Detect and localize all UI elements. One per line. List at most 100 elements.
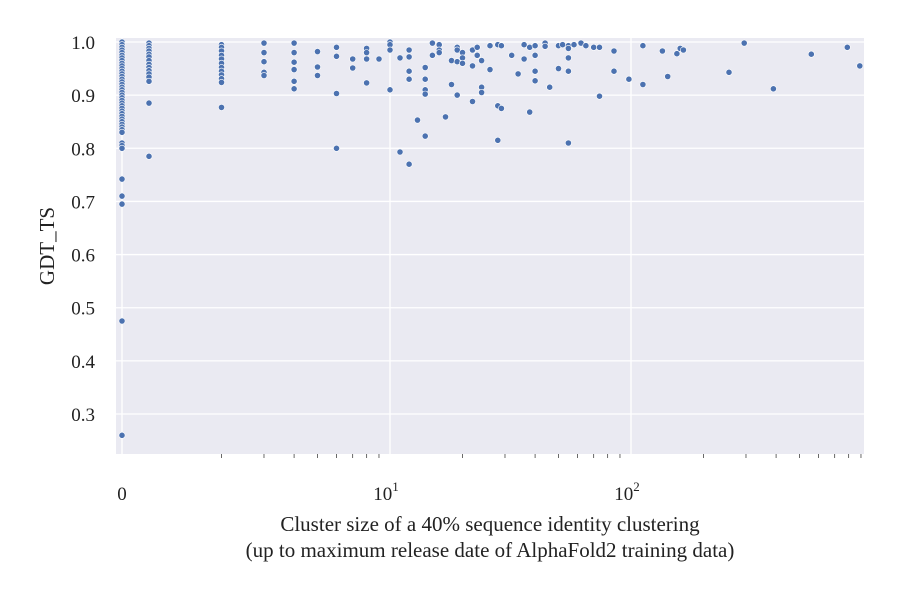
data-point: [314, 72, 321, 79]
data-point: [428, 39, 436, 47]
x-tick-label: 102: [614, 479, 640, 505]
data-point: [565, 45, 572, 52]
y-tick-label: 0.3: [71, 405, 95, 426]
data-point: [421, 64, 429, 71]
data-point: [218, 104, 225, 111]
data-point: [497, 105, 505, 112]
data-point: [386, 46, 394, 54]
data-point: [405, 75, 413, 83]
data-point: [453, 46, 461, 54]
data-point: [565, 139, 572, 147]
data-point: [486, 42, 494, 50]
data-point: [333, 144, 340, 152]
data-point: [582, 42, 590, 50]
data-point: [314, 63, 321, 71]
data-point: [333, 43, 340, 51]
data-point: [531, 51, 539, 59]
data-point: [290, 85, 298, 93]
data-point: [610, 67, 618, 75]
y-tick-label: 0.6: [71, 246, 95, 267]
y-tick-label: 1.0: [71, 33, 95, 54]
data-point: [565, 54, 572, 62]
data-point: [508, 51, 516, 59]
data-point: [290, 77, 298, 85]
data-point: [639, 42, 647, 50]
x-axis-label-line-2: (up to maximum release date of AlphaFold…: [246, 538, 735, 562]
data-point: [596, 92, 603, 100]
data-point: [659, 47, 666, 55]
data-point: [396, 148, 404, 156]
y-tick-label: 0.4: [71, 352, 95, 373]
data-point: [494, 136, 502, 144]
data-point: [531, 42, 539, 50]
data-point: [349, 64, 357, 72]
data-point: [843, 43, 851, 51]
data-point: [473, 43, 481, 51]
y-axis-label: GDT_TS: [35, 207, 59, 285]
y-tick-label: 0.8: [71, 139, 95, 160]
data-point: [118, 144, 126, 152]
data-point: [520, 41, 528, 49]
data-point: [314, 48, 321, 55]
data-point: [673, 50, 681, 58]
y-tick-labels: 1.0 0.9 0.8 0.7 0.6 0.5 0.4 0.3: [71, 33, 95, 426]
data-point: [531, 77, 539, 85]
y-tick-label: 0.9: [71, 86, 95, 107]
data-point: [349, 55, 357, 63]
data-point: [770, 85, 777, 93]
x-axis-label-line-1: Cluster size of a 40% sequence identity …: [280, 512, 700, 536]
data-point: [546, 83, 554, 91]
data-point: [520, 55, 528, 63]
data-point: [541, 42, 549, 50]
data-point: [260, 58, 268, 66]
data-point: [414, 116, 421, 124]
data-point: [725, 68, 733, 76]
data-point: [478, 57, 485, 64]
data-point: [260, 49, 268, 56]
data-point: [421, 132, 429, 140]
data-point: [740, 39, 748, 47]
y-tick-label: 0.5: [71, 299, 95, 320]
data-point: [448, 81, 455, 88]
data-point: [473, 51, 481, 59]
x-tick-label: 101: [373, 479, 399, 505]
data-point: [118, 175, 126, 183]
data-point: [590, 43, 598, 51]
data-point: [290, 58, 298, 66]
data-point: [448, 57, 455, 64]
data-point: [664, 73, 672, 80]
data-point: [421, 90, 429, 98]
x-tick-label: 0: [117, 484, 127, 505]
data-point: [680, 46, 687, 54]
data-point: [290, 66, 298, 73]
data-point: [856, 62, 864, 70]
data-point: [625, 75, 633, 83]
data-point: [497, 42, 505, 50]
data-point: [333, 90, 340, 97]
grid-lines: [116, 38, 864, 454]
data-point: [453, 91, 461, 99]
data-point: [145, 99, 153, 107]
data-point: [363, 55, 370, 63]
data-point: [118, 317, 126, 325]
data-point: [570, 41, 578, 49]
data-point: [596, 43, 603, 51]
data-point: [478, 89, 485, 96]
data-point: [363, 79, 370, 87]
data-points: [118, 38, 864, 439]
data-point: [421, 75, 429, 83]
data-point: [565, 67, 572, 75]
data-point: [363, 49, 370, 56]
data-point: [639, 81, 647, 88]
data-point: [145, 152, 153, 160]
data-point: [559, 41, 566, 49]
data-point: [118, 192, 126, 200]
data-point: [260, 39, 268, 47]
data-point: [442, 113, 449, 121]
data-point: [218, 79, 225, 86]
y-tick-label: 0.7: [71, 192, 95, 213]
data-point: [807, 50, 815, 58]
data-point: [145, 77, 153, 85]
data-point: [469, 98, 476, 105]
